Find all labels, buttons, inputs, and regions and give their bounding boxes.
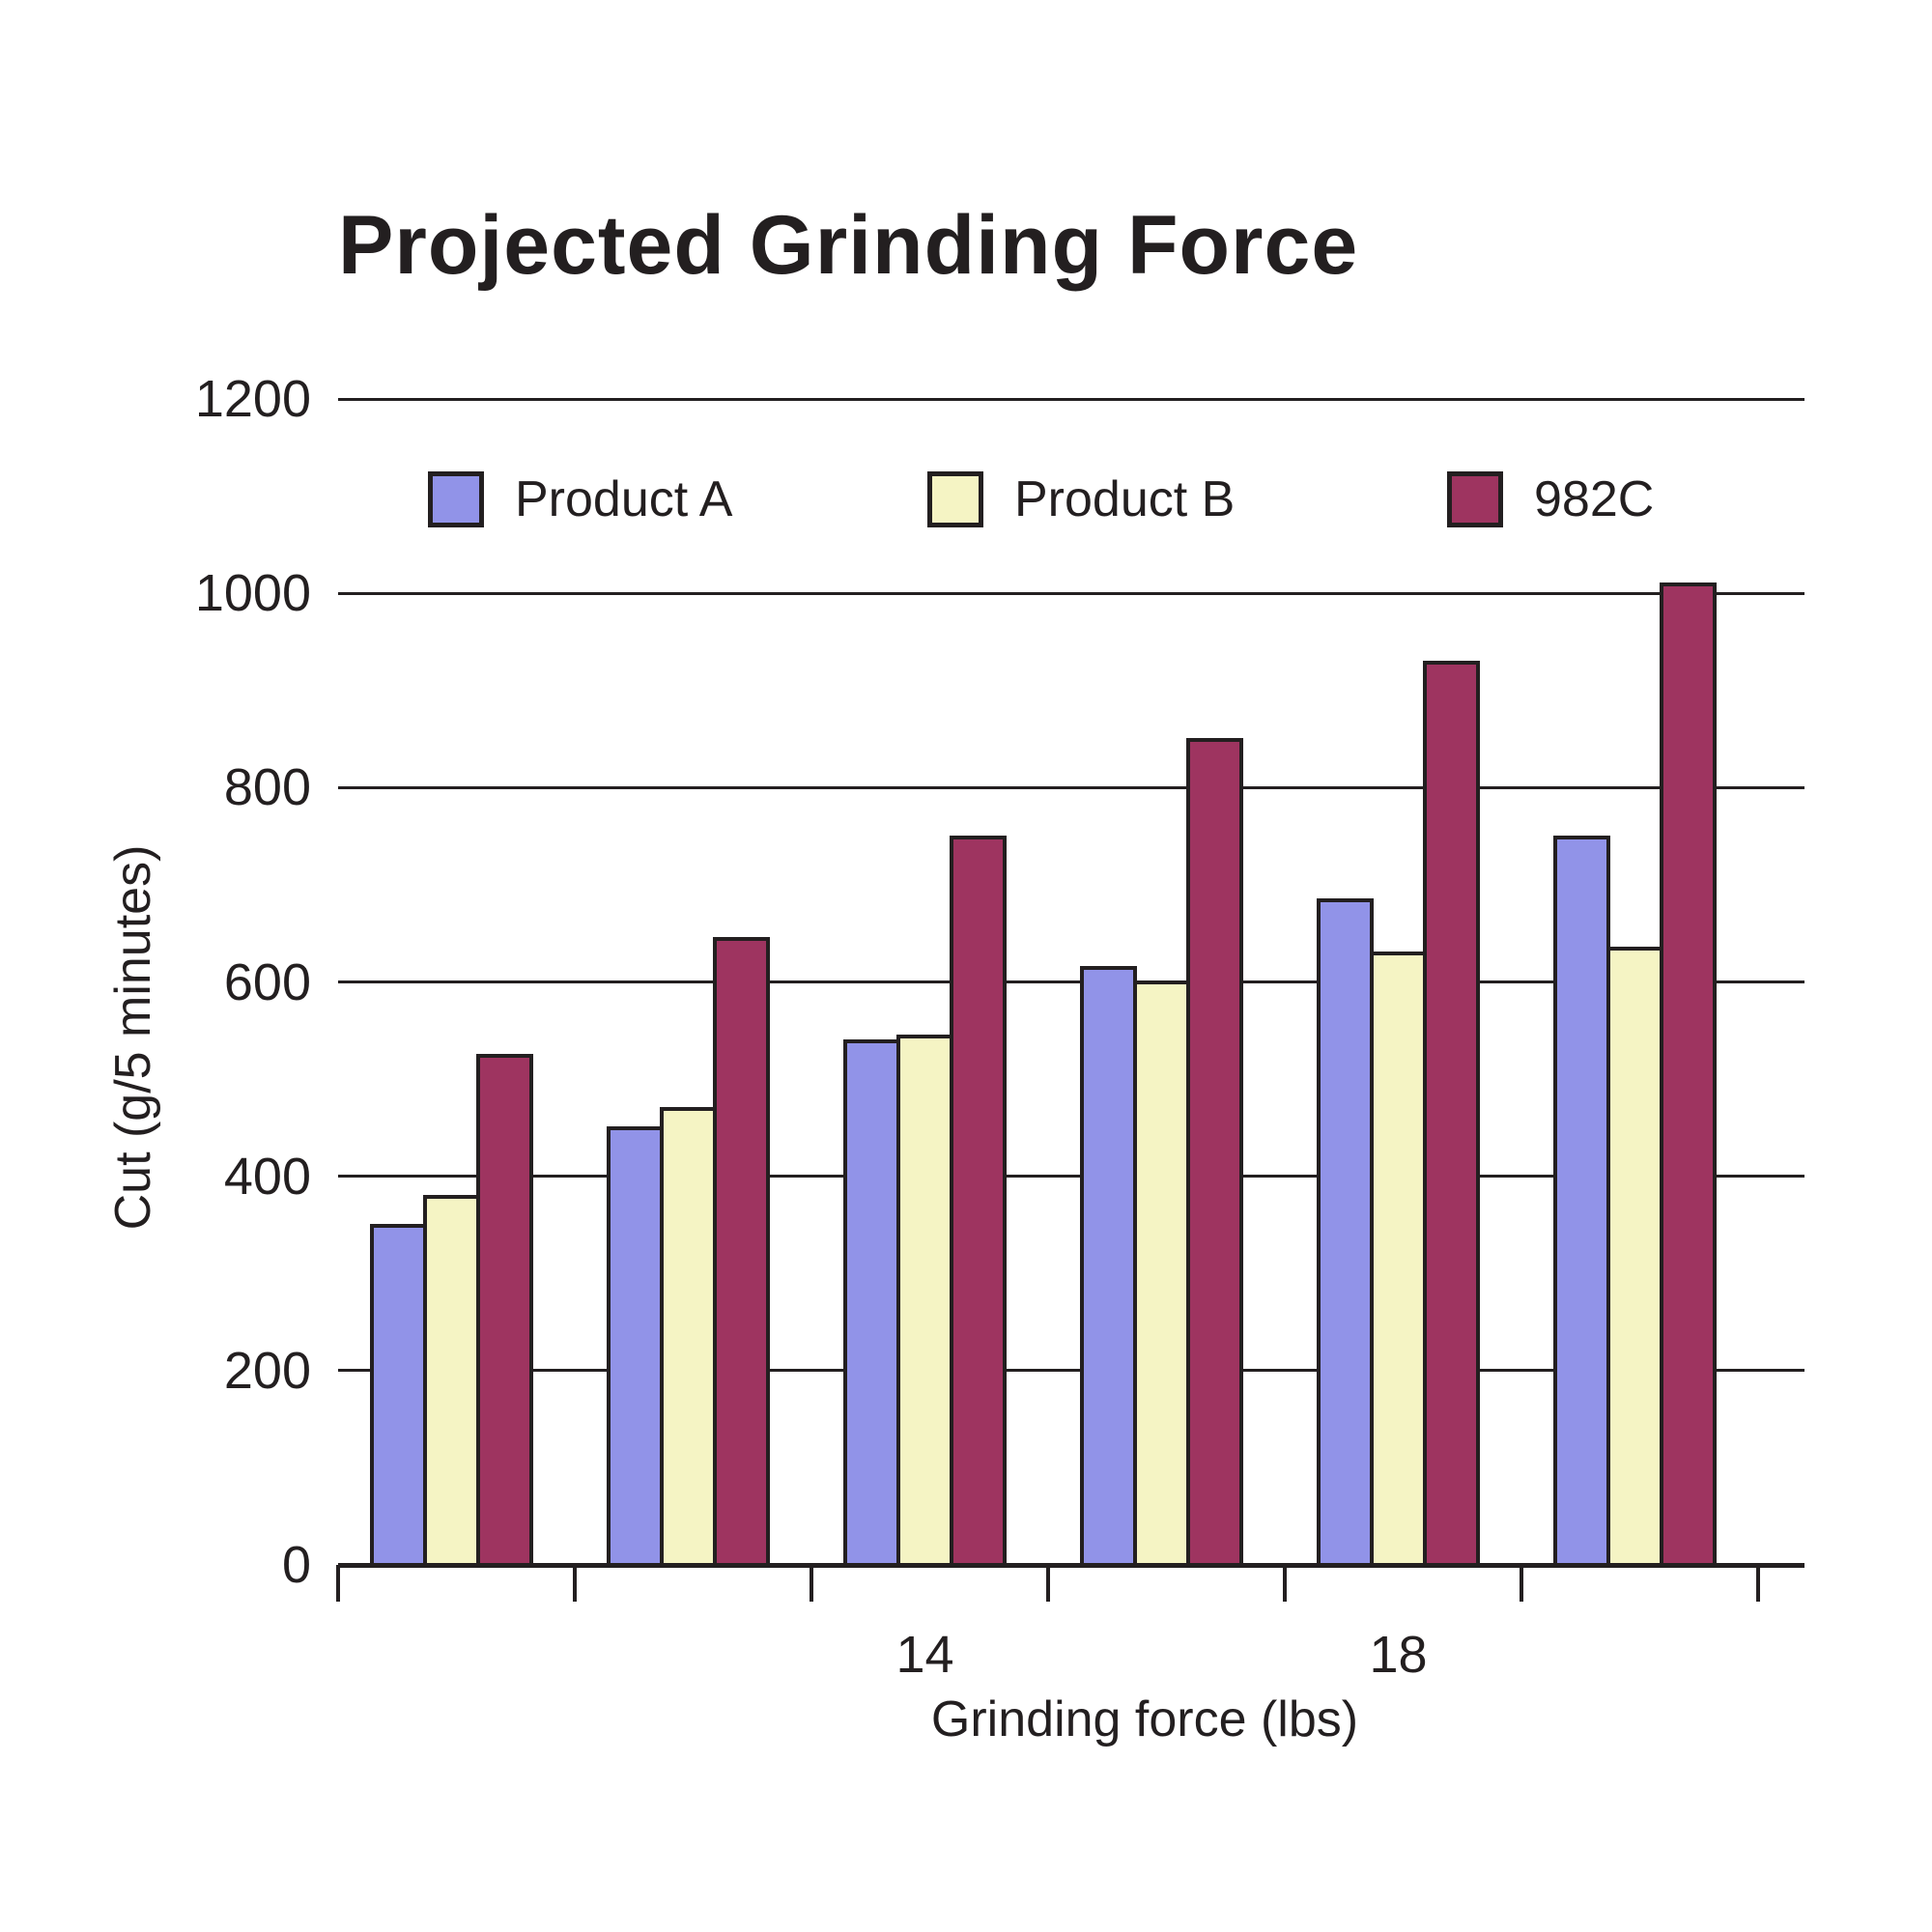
bar-982c-group-3: [950, 836, 1007, 1568]
legend-item-product-b: Product B: [927, 471, 1333, 529]
bar-product-a-group-2: [607, 1126, 664, 1568]
y-tick-label-200: 200: [223, 1341, 311, 1400]
gridline-y-1200: [338, 397, 1804, 401]
x-axis-tick-1: [573, 1565, 577, 1602]
legend-item-product-a: Product A: [428, 471, 834, 529]
y-tick-label-600: 600: [223, 952, 311, 1011]
bar-982c-group-5: [1423, 661, 1480, 1568]
bar-product-a-group-1: [370, 1224, 427, 1568]
x-axis-tick-0: [336, 1565, 340, 1602]
y-axis-title: Cut (g/5 minutes): [105, 844, 161, 1231]
x-axis-tick-5: [1520, 1565, 1523, 1602]
legend-label-982c: 982C: [1534, 471, 1655, 527]
bar-product-a-group-3: [843, 1039, 900, 1568]
bar-product-b-group-6: [1606, 947, 1663, 1568]
bar-product-b-group-1: [423, 1195, 480, 1568]
gridline-y-400: [338, 1175, 1804, 1179]
gridline-y-1000: [338, 591, 1804, 595]
x-axis-tick-2: [810, 1565, 813, 1602]
bar-982c-group-2: [713, 937, 770, 1568]
bar-982c-group-6: [1660, 582, 1717, 1568]
y-tick-label-1200: 1200: [194, 370, 311, 428]
legend-swatch-product-a: [428, 471, 484, 527]
y-tick-label-800: 800: [223, 758, 311, 817]
bar-product-a-group-4: [1080, 966, 1137, 1568]
x-axis-tick-3: [1046, 1565, 1050, 1602]
legend-label-product-a: Product A: [515, 471, 733, 527]
x-axis-line: [338, 1563, 1804, 1568]
legend-label-product-b: Product B: [1014, 471, 1236, 527]
bar-product-b-group-3: [896, 1035, 953, 1568]
bar-product-b-group-4: [1133, 980, 1190, 1568]
bar-product-a-group-5: [1317, 898, 1374, 1568]
legend-item-982c: 982C: [1447, 471, 1853, 529]
gridline-y-600: [338, 980, 1804, 983]
gridline-y-800: [338, 785, 1804, 789]
legend-swatch-product-b: [927, 471, 983, 527]
x-tick-label-14: 14: [895, 1626, 954, 1684]
bar-product-b-group-5: [1370, 952, 1427, 1568]
bar-product-a-group-6: [1553, 836, 1610, 1568]
x-axis-title: Grinding force (lbs): [930, 1691, 1359, 1747]
gridline-y-200: [338, 1369, 1804, 1373]
bar-982c-group-4: [1186, 738, 1243, 1568]
y-tick-label-400: 400: [223, 1147, 311, 1206]
legend-swatch-982c: [1447, 471, 1503, 527]
x-tick-label-18: 18: [1369, 1626, 1428, 1684]
bar-product-b-group-2: [660, 1107, 717, 1568]
x-axis-tick-6: [1756, 1565, 1760, 1602]
x-axis-tick-4: [1283, 1565, 1287, 1602]
bar-982c-group-1: [476, 1054, 533, 1568]
y-tick-label-1000: 1000: [194, 564, 311, 623]
y-tick-label-0: 0: [281, 1536, 311, 1594]
chart-title: Projected Grinding Force: [338, 199, 1359, 292]
